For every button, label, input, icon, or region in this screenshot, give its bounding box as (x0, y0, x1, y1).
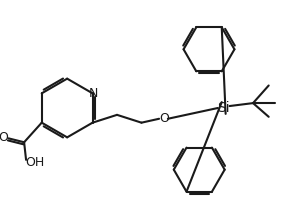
Text: OH: OH (25, 156, 44, 169)
Text: N: N (89, 87, 98, 100)
Text: O: O (0, 131, 8, 144)
Text: Si: Si (218, 101, 230, 115)
Text: O: O (159, 112, 169, 125)
